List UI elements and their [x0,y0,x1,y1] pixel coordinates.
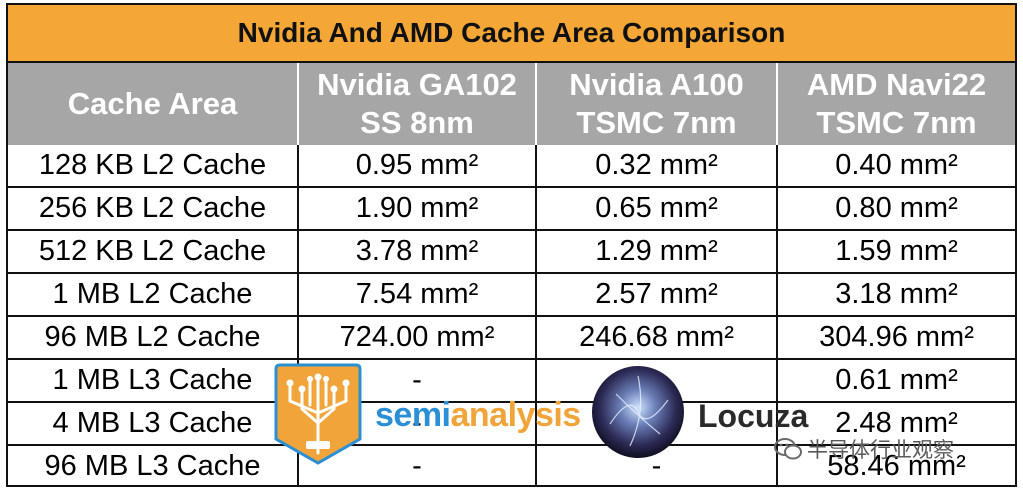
column-header-1: Nvidia GA102 SS 8nm [298,63,537,145]
area-value-cell: 7.54 mm² [298,273,537,317]
column-header-line: SS 8nm [360,105,474,140]
table-body: 128 KB L2 Cache 0.95 mm² 0.32 mm² 0.40 mm² 2… [8,145,1015,487]
chart-title: Nvidia And AMD Cache Area Comparison [8,5,1015,63]
comparison-table-frame: Nvidia And AMD Cache Area Comparison Cac… [6,3,1017,487]
column-header-3: AMD Navi22 TSMC 7nm [777,63,1015,145]
table-row: 1 MB L3 Cache - -0.61 mm² [8,359,1015,403]
area-value-cell: 2.57 mm² [536,273,778,317]
column-header-line: Cache Area [67,86,238,121]
row-label-cell: 1 MB L2 Cache [8,273,299,317]
row-label-cell: 4 MB L3 Cache [8,402,299,446]
area-value-cell: 1.29 mm² [536,230,778,274]
column-header-0: Cache Area [8,63,299,145]
table-row: 128 KB L2 Cache 0.95 mm² 0.32 mm² 0.40 mm² [8,145,1015,188]
area-value-cell: 3.18 mm² [777,273,1015,317]
row-label-cell: 96 MB L3 Cache [8,445,299,487]
row-label-cell: 128 KB L2 Cache [8,145,299,188]
table-row: 96 MB L2 Cache 724.00 mm² 246.68 mm² 304.96… [8,316,1015,360]
area-value-cell: 246.68 mm² [536,316,778,360]
column-header-line: TSMC 7nm [576,105,737,140]
area-value-cell: - [536,359,778,403]
column-header-line: AMD Navi22 [806,67,987,102]
area-value-cell: 2.48 mm² [777,402,1015,446]
column-header-line: Nvidia GA102 [317,67,517,102]
table-row: 96 MB L3 Cache - -58.46 mm² [8,445,1015,487]
area-value-cell: - [536,445,778,487]
table-row: 4 MB L3 Cache - -2.48 mm² [8,402,1015,446]
area-value-cell: 1.90 mm² [298,187,537,231]
area-value-cell: 304.96 mm² [777,316,1015,360]
header-row: Cache Area Nvidia GA102 SS 8nm Nvidia A100 T… [8,63,1015,145]
area-value-cell: 0.32 mm² [536,145,778,188]
area-value-cell: 1.59 mm² [777,230,1015,274]
row-label-cell: 96 MB L2 Cache [8,316,299,360]
column-header-line: Nvidia A100 [569,67,744,102]
table-row: 1 MB L2 Cache 7.54 mm² 2.57 mm² 3.18 mm² [8,273,1015,317]
area-value-cell: - [298,359,537,403]
area-value-cell: 0.65 mm² [536,187,778,231]
row-label-cell: 512 KB L2 Cache [8,230,299,274]
area-value-cell: - [298,402,537,446]
area-value-cell: 0.95 mm² [298,145,537,188]
table-row: 256 KB L2 Cache 1.90 mm² 0.65 mm² 0.80 mm² [8,187,1015,231]
column-header-line: TSMC 7nm [816,105,977,140]
area-value-cell: - [298,445,537,487]
area-value-cell: 724.00 mm² [298,316,537,360]
area-value-cell: 0.80 mm² [777,187,1015,231]
area-value-cell: 3.78 mm² [298,230,537,274]
area-value-cell: 0.61 mm² [777,359,1015,403]
table-row: 512 KB L2 Cache 3.78 mm² 1.29 mm² 1.59 mm² [8,230,1015,274]
area-value-cell: 0.40 mm² [777,145,1015,188]
row-label-cell: 1 MB L3 Cache [8,359,299,403]
area-value-cell: - [536,402,778,446]
cache-area-table: Cache Area Nvidia GA102 SS 8nm Nvidia A100 T… [8,63,1015,487]
area-value-cell: 58.46 mm² [827,450,966,482]
row-label-cell: 256 KB L2 Cache [8,187,299,231]
column-header-2: Nvidia A100 TSMC 7nm [536,63,778,145]
